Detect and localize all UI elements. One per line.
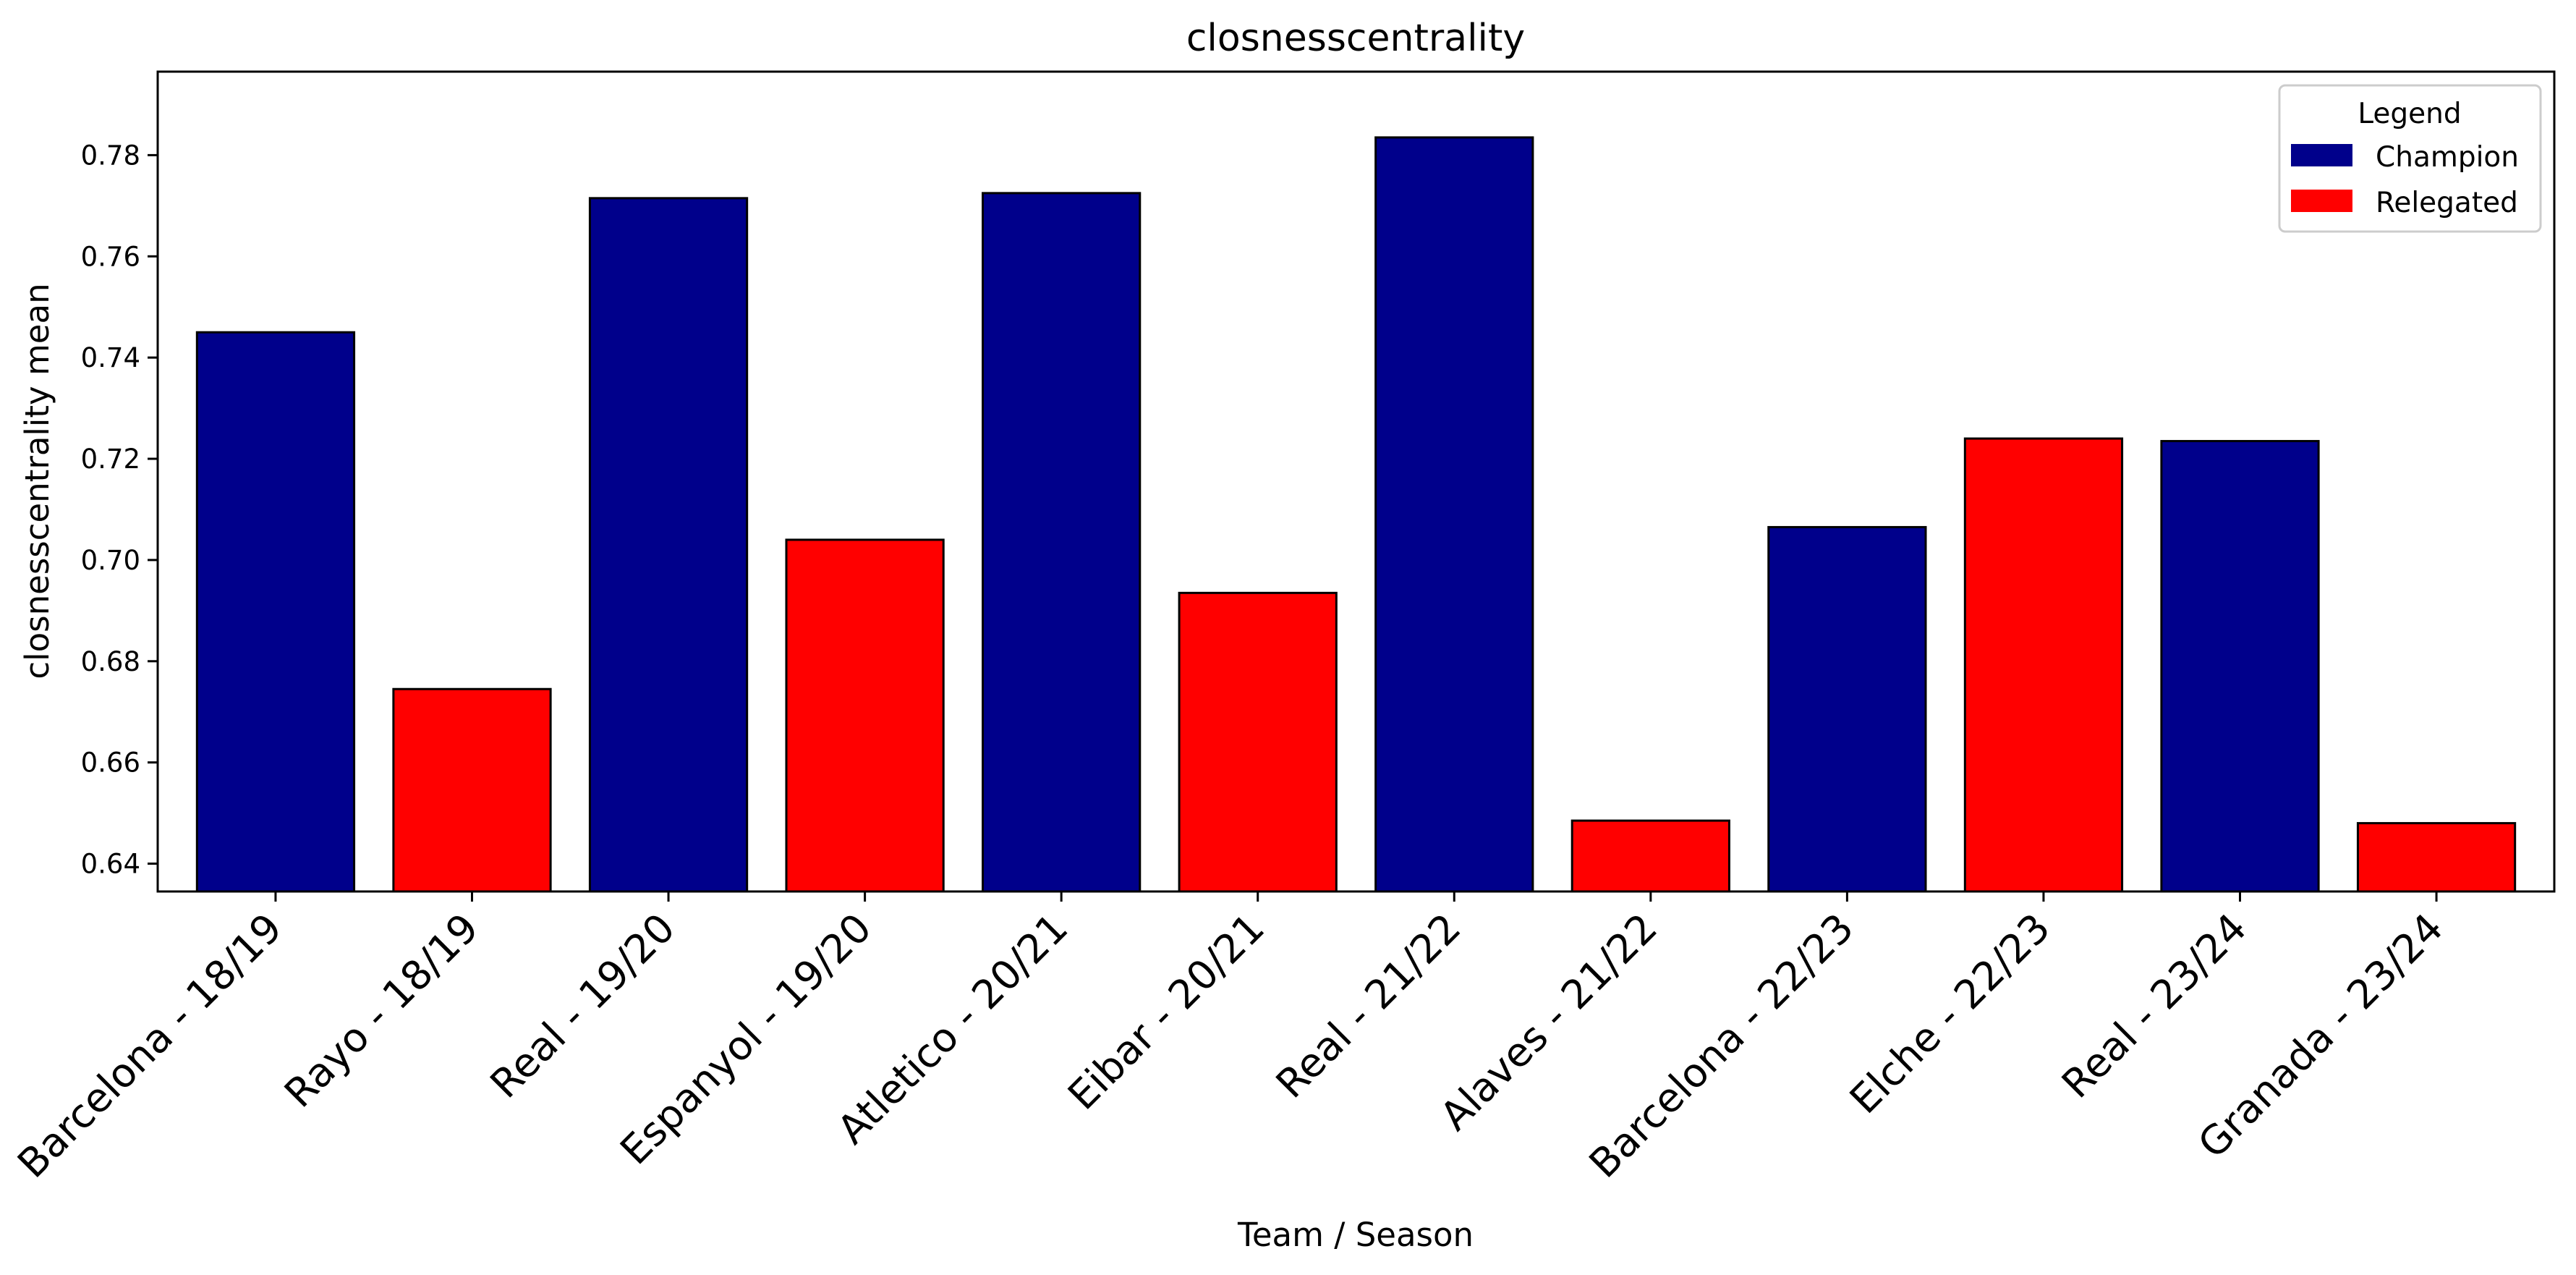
x-tick-label: Real - 23/24 bbox=[2053, 905, 2256, 1107]
legend-swatch-relegated bbox=[2291, 190, 2352, 212]
bar-real-21-22 bbox=[1374, 136, 1534, 893]
legend-title: Legend bbox=[2358, 98, 2461, 130]
bar-real-19-20 bbox=[588, 197, 749, 893]
y-tick-label: 0.76 bbox=[81, 241, 140, 272]
bar-elche-22-23 bbox=[1963, 437, 2124, 893]
x-tick-label: Real - 21/22 bbox=[1267, 905, 1470, 1107]
y-tick-label: 0.68 bbox=[81, 646, 140, 677]
bar-atletico-20-21 bbox=[982, 192, 1142, 893]
legend-label-champion: Champion bbox=[2376, 141, 2519, 174]
bar-alaves-21-22 bbox=[1570, 819, 1730, 893]
bars bbox=[195, 136, 2517, 893]
x-tick-label: Barcelona - 18/19 bbox=[9, 905, 291, 1187]
x-tick-label: Elche - 22/23 bbox=[1841, 905, 2059, 1122]
x-tick-label: Rayo - 18/19 bbox=[276, 905, 488, 1117]
x-tick-label: Real - 19/20 bbox=[481, 905, 684, 1107]
bar-real-23-24 bbox=[2160, 440, 2320, 893]
bar-barcelona-18-19 bbox=[195, 331, 356, 893]
y-tick-label: 0.74 bbox=[81, 342, 140, 373]
legend-label-relegated: Relegated bbox=[2376, 187, 2518, 219]
y-tick-label: 0.66 bbox=[81, 747, 140, 779]
y-tick-label: 0.64 bbox=[81, 849, 140, 880]
plot-area-frame bbox=[156, 70, 2556, 893]
x-axis-label: Team / Season bbox=[1237, 1216, 1474, 1254]
y-axis-label: closnesscentrality mean bbox=[18, 283, 56, 679]
bar-barcelona-22-23 bbox=[1767, 525, 1927, 893]
bar-espanyol-19-20 bbox=[785, 538, 945, 893]
legend-swatch-champion bbox=[2291, 144, 2352, 166]
bar-eibar-20-21 bbox=[1178, 591, 1338, 893]
y-tick-label: 0.78 bbox=[81, 140, 140, 171]
chart-title: closnesscentrality bbox=[1186, 17, 1525, 60]
legend: Legend Champion Relegated bbox=[2278, 84, 2542, 233]
y-tick-label: 0.72 bbox=[81, 444, 140, 475]
y-tick-label: 0.70 bbox=[81, 545, 140, 576]
bar-rayo-18-19 bbox=[392, 687, 552, 893]
bar-granada-23-24 bbox=[2356, 822, 2517, 893]
y-axis-ticks: 0.64 0.66 0.68 0.70 0.72 0.74 0.76 0.78 bbox=[81, 140, 158, 880]
x-tick-label: Eibar - 20/21 bbox=[1059, 905, 1273, 1119]
